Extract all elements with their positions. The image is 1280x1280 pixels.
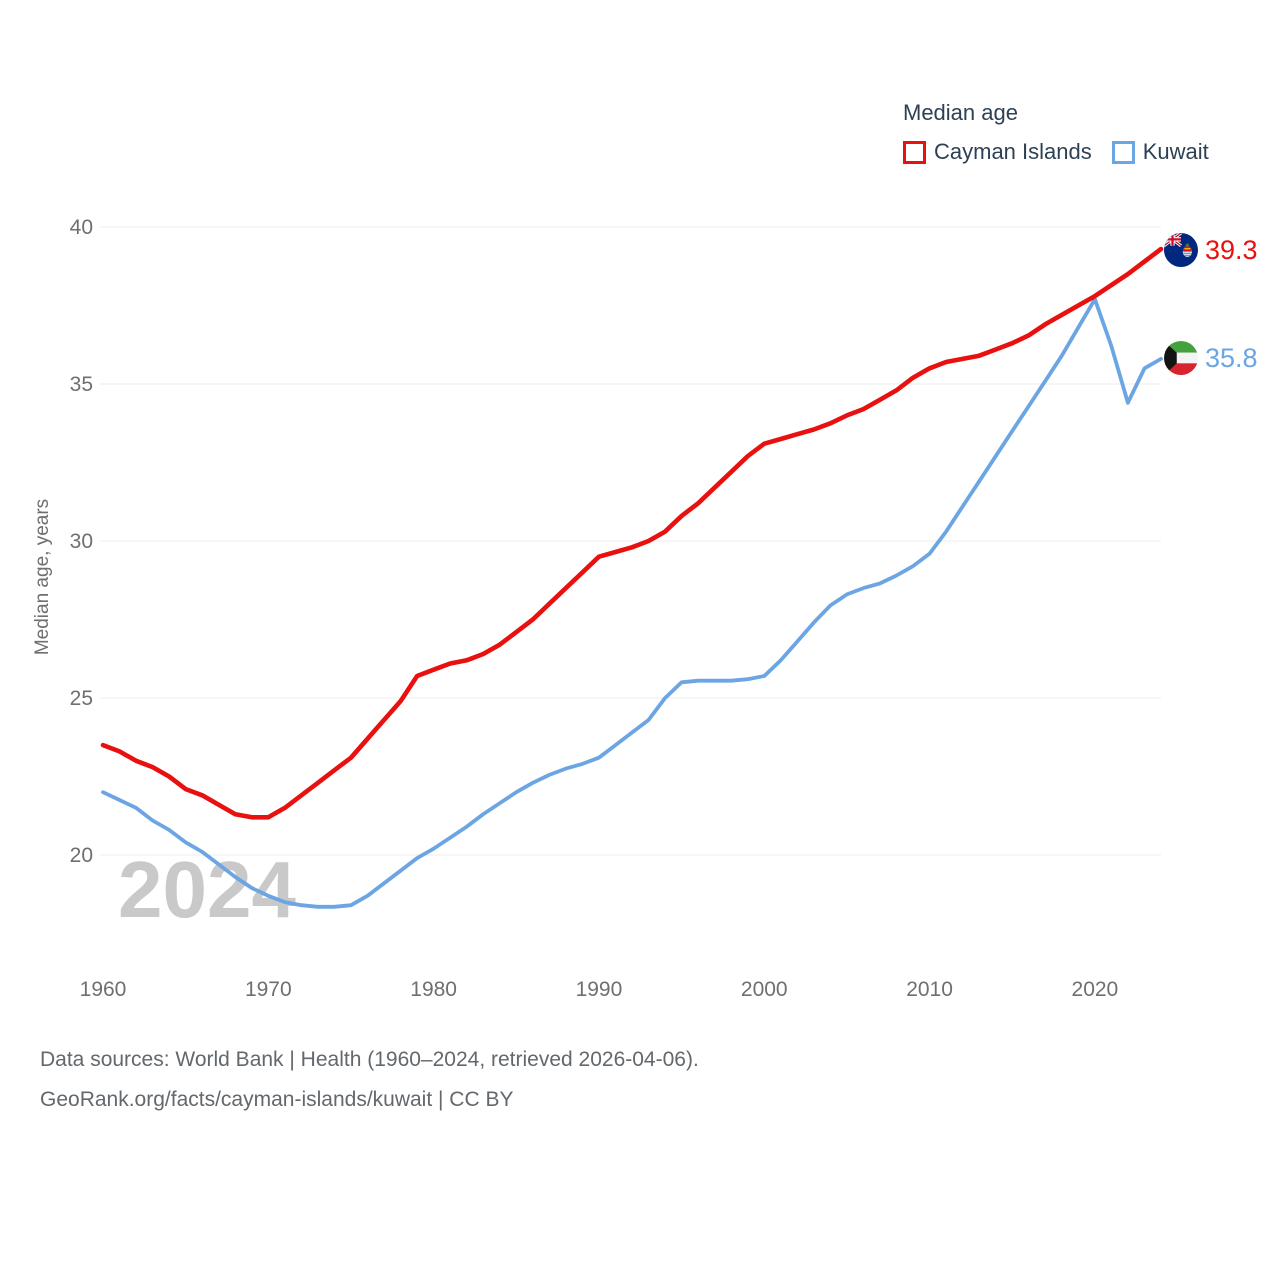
cayman-islands-end-label: 39.3 [1164,233,1258,267]
x-axis-tick-label: 2010 [906,978,953,1001]
footer-attribution: GeoRank.org/facts/cayman-islands/kuwait … [40,1088,514,1111]
y-axis-tick-label: 20 [70,844,93,867]
series-line-kuwait [101,297,1163,909]
legend-item-cayman-islands[interactable]: Cayman Islands [903,139,1092,165]
legend-items: Cayman Islands Kuwait [903,139,1209,165]
x-axis-tick-label: 1990 [576,978,623,1001]
kuwait-end-value: 35.8 [1205,342,1258,373]
legend: Median age Cayman Islands Kuwait [903,100,1209,165]
series-line-cayman-islands [100,246,1164,820]
x-axis-tick-label: 1960 [80,978,127,1001]
kuwait-series-swatch [1111,140,1135,164]
cayman-islands-series-swatch [903,140,926,164]
y-axis-title: Median age, years [32,498,53,656]
x-axis-tick-label: 1970 [245,978,292,1001]
legend-label-cayman-islands: Cayman Islands [934,139,1092,164]
y-axis-tick-label: 30 [70,530,93,553]
kuwait-end-label: 35.8 [1164,341,1258,375]
y-axis-tick-label: 35 [70,373,93,396]
y-axis-tick-label: 40 [70,216,93,239]
kuwait-flag-icon [1164,341,1198,375]
x-axis-tick-label: 2020 [1072,978,1119,1001]
watermark-year: 2024 [118,845,296,934]
legend-label-kuwait: Kuwait [1142,139,1209,164]
footer: Data sources: World Bank | Health (1960–… [40,1040,699,1120]
cayman-islands-end-value: 39.3 [1205,234,1258,265]
legend-item-kuwait[interactable]: Kuwait [1111,139,1209,165]
footer-data-sources: Data sources: World Bank | Health (1960–… [40,1048,699,1071]
legend-title: Median age [903,100,1018,125]
x-axis-tick-label: 2000 [741,978,788,1001]
cayman-islands-flag-icon [1164,233,1198,267]
y-axis-tick-label: 25 [70,687,93,710]
x-axis-tick-label: 1980 [410,978,457,1001]
